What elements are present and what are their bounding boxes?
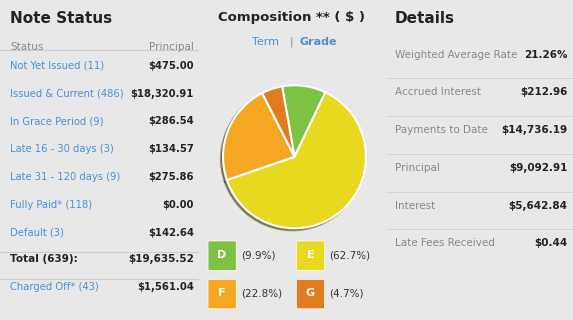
Text: Accrued Interest: Accrued Interest	[395, 87, 481, 97]
Text: $9,092.91: $9,092.91	[509, 163, 567, 173]
Text: 21.26%: 21.26%	[524, 50, 567, 60]
Text: D: D	[218, 250, 227, 260]
Text: Term: Term	[252, 37, 279, 47]
Wedge shape	[227, 92, 366, 228]
Text: Charged Off* (43): Charged Off* (43)	[10, 282, 99, 292]
Text: Late 31 - 120 days (9): Late 31 - 120 days (9)	[10, 172, 120, 182]
Text: Total (639):: Total (639):	[10, 254, 77, 264]
Text: Details: Details	[395, 11, 455, 26]
Text: F: F	[218, 288, 226, 299]
Text: $286.54: $286.54	[148, 116, 194, 126]
Text: Weighted Average Rate: Weighted Average Rate	[395, 50, 517, 60]
Text: $475.00: $475.00	[148, 61, 194, 71]
Text: (4.7%): (4.7%)	[329, 288, 364, 299]
FancyBboxPatch shape	[208, 279, 236, 309]
Text: (9.9%): (9.9%)	[241, 250, 276, 260]
Text: E: E	[307, 250, 314, 260]
Text: $142.64: $142.64	[148, 228, 194, 238]
Text: Grade: Grade	[299, 37, 337, 47]
Text: (22.8%): (22.8%)	[241, 288, 282, 299]
Text: Status: Status	[10, 42, 43, 52]
Text: (62.7%): (62.7%)	[329, 250, 370, 260]
Text: Payments to Date: Payments to Date	[395, 125, 488, 135]
Text: In Grace Period (9): In Grace Period (9)	[10, 116, 103, 126]
Text: Fully Paid* (118): Fully Paid* (118)	[10, 200, 92, 210]
Text: Late 16 - 30 days (3): Late 16 - 30 days (3)	[10, 144, 113, 154]
Text: Not Yet Issued (11): Not Yet Issued (11)	[10, 61, 104, 71]
Text: $275.86: $275.86	[148, 172, 194, 182]
Text: G: G	[306, 288, 315, 299]
Text: $19,635.52: $19,635.52	[128, 254, 194, 264]
FancyBboxPatch shape	[208, 241, 236, 270]
Text: Default (3): Default (3)	[10, 228, 64, 238]
Text: $18,320.91: $18,320.91	[130, 89, 194, 99]
Text: Late Fees Received: Late Fees Received	[395, 238, 495, 248]
Text: Interest: Interest	[395, 201, 435, 211]
FancyBboxPatch shape	[296, 241, 324, 270]
Wedge shape	[223, 93, 295, 180]
Text: $212.96: $212.96	[520, 87, 567, 97]
Text: $5,642.84: $5,642.84	[508, 201, 567, 211]
Text: $134.57: $134.57	[148, 144, 194, 154]
Text: Principal: Principal	[395, 163, 440, 173]
Text: $0.44: $0.44	[534, 238, 567, 248]
FancyBboxPatch shape	[296, 279, 324, 309]
Text: Principal: Principal	[149, 42, 194, 52]
Text: $1,561.04: $1,561.04	[137, 282, 194, 292]
Text: $0.00: $0.00	[162, 200, 194, 210]
Text: Issued & Current (486): Issued & Current (486)	[10, 89, 124, 99]
Text: Composition ** ( $ ): Composition ** ( $ )	[218, 11, 365, 24]
Text: |: |	[290, 37, 293, 47]
Wedge shape	[282, 85, 325, 157]
Text: Note Status: Note Status	[10, 11, 112, 26]
Text: $14,736.19: $14,736.19	[501, 125, 567, 135]
Wedge shape	[262, 86, 295, 157]
